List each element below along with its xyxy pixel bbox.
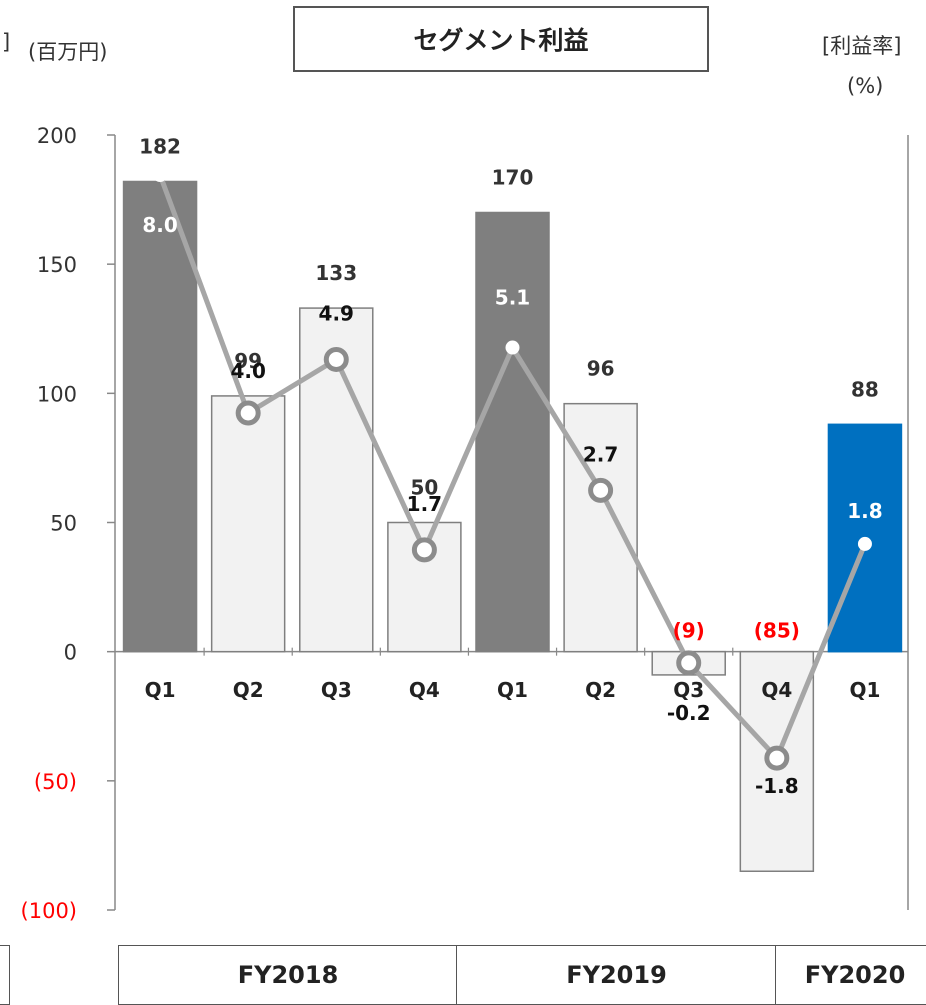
profit-rate-label: -1.8 bbox=[755, 774, 799, 798]
profit-rate-label: 1.7 bbox=[407, 492, 442, 516]
profit-rate-marker bbox=[153, 168, 168, 182]
profit-rate-marker bbox=[588, 477, 614, 503]
y-tick-label: 50 bbox=[50, 512, 77, 536]
y-tick-label: (100) bbox=[21, 899, 77, 923]
profit-rate-label: 5.1 bbox=[495, 286, 530, 310]
category-label: Q2 bbox=[233, 678, 264, 702]
y-tick-label: 100 bbox=[37, 382, 77, 406]
category-label: Q4 bbox=[761, 678, 792, 702]
profit-rate-marker bbox=[505, 340, 520, 355]
category-label: Q1 bbox=[497, 678, 528, 702]
profit-rate-label: 4.0 bbox=[230, 359, 265, 383]
profit-rate-marker bbox=[857, 536, 872, 551]
profit-rate-label: 2.7 bbox=[583, 442, 618, 466]
bar-4 bbox=[475, 211, 550, 653]
bar-value-label: 88 bbox=[851, 377, 879, 401]
bar-value-label: 182 bbox=[139, 135, 181, 159]
category-label: Q4 bbox=[409, 678, 440, 702]
bar-value-label: 50 bbox=[410, 476, 438, 500]
profit-rate-marker bbox=[676, 650, 702, 676]
profit-rate-label: 1.8 bbox=[847, 499, 882, 523]
fiscal-year-fy2019: FY2019 bbox=[456, 945, 777, 1005]
profit-rate-marker bbox=[411, 537, 437, 563]
bar-0 bbox=[122, 180, 198, 653]
bar-1 bbox=[210, 395, 286, 653]
left-edge-cell bbox=[0, 945, 10, 1005]
category-label: Q3 bbox=[673, 678, 704, 702]
fiscal-year-fy2020: FY2020 bbox=[775, 945, 926, 1005]
bar-value-label: 99 bbox=[234, 349, 262, 373]
profit-rate-marker bbox=[764, 745, 790, 771]
bar-5 bbox=[563, 402, 638, 653]
category-label: Q1 bbox=[145, 678, 176, 702]
y-right-unit-line2: (%) bbox=[847, 74, 884, 98]
bar-value-label: (9) bbox=[673, 619, 705, 643]
bar-value-label: 96 bbox=[587, 357, 615, 381]
chart-title: セグメント利益 bbox=[293, 6, 709, 72]
bar-value-label: 170 bbox=[492, 166, 534, 190]
category-label: Q2 bbox=[585, 678, 616, 702]
fiscal-year-fy2018: FY2018 bbox=[118, 945, 458, 1005]
category-label: Q1 bbox=[849, 678, 880, 702]
y-right-unit-line1: [利益率] bbox=[822, 34, 902, 58]
profit-rate-label: -0.2 bbox=[667, 701, 711, 725]
category-label: Q3 bbox=[321, 678, 352, 702]
bar-value-label: 133 bbox=[315, 261, 357, 285]
profit-rate-marker bbox=[323, 346, 349, 372]
profit-rate-label: 8.0 bbox=[142, 213, 177, 237]
y-tick-label: 200 bbox=[37, 124, 77, 148]
y-tick-label: 150 bbox=[37, 253, 77, 277]
profit-rate-marker bbox=[235, 400, 261, 426]
left-cut-bracket: ] bbox=[2, 30, 11, 54]
profit-rate-label: 4.9 bbox=[319, 301, 354, 325]
y-tick-label: 0 bbox=[64, 641, 77, 665]
y-left-unit: (百万円) bbox=[28, 40, 108, 64]
bar-value-label: (85) bbox=[754, 619, 800, 643]
y-tick-label: (50) bbox=[34, 770, 77, 794]
